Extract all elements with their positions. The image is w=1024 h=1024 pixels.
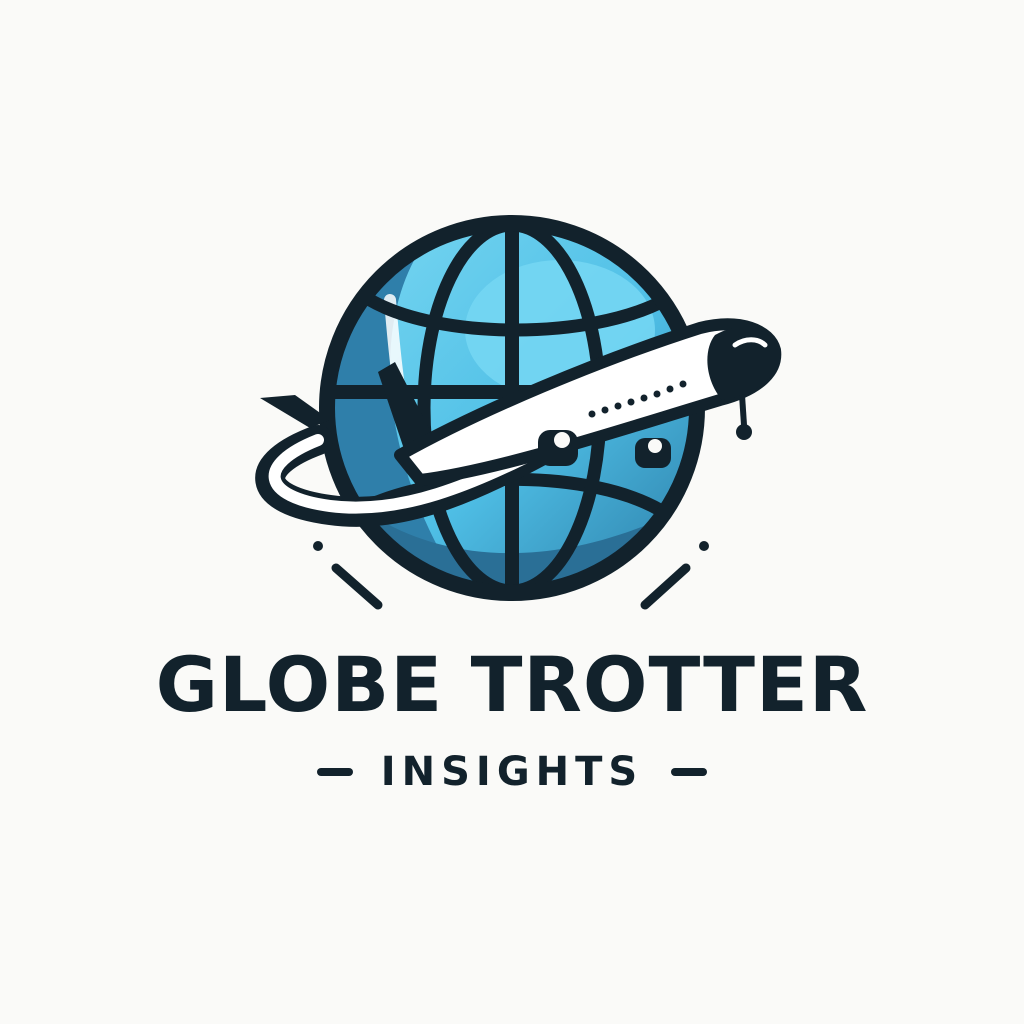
right-dash xyxy=(671,768,708,776)
left-dash xyxy=(316,768,353,776)
motion-lines xyxy=(313,541,709,610)
tagline: INSIGHTS xyxy=(380,749,644,795)
tagline-row: INSIGHTS xyxy=(0,742,1024,802)
globe-emblem xyxy=(255,215,782,610)
brand-name: GLOBE TROTTER xyxy=(155,640,869,729)
airplane-icon xyxy=(255,318,782,527)
